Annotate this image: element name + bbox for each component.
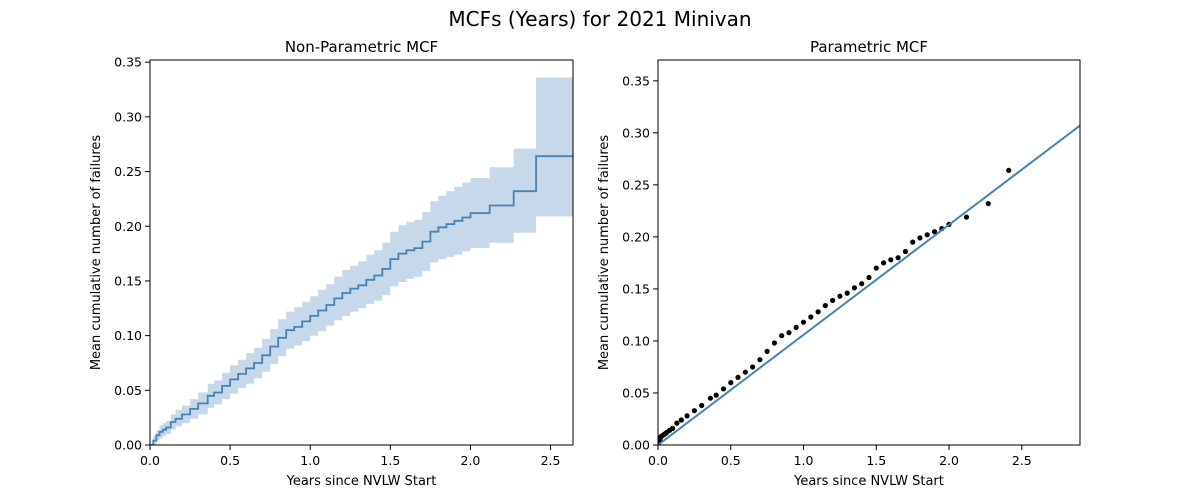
data-point — [720, 386, 727, 392]
x-axis-label: Years since NVLW Start — [793, 474, 944, 489]
data-point — [931, 229, 938, 235]
data-point — [859, 281, 865, 287]
data-point — [713, 392, 719, 398]
data-point — [764, 348, 770, 354]
data-point — [728, 380, 734, 386]
x-axis-label: Years since NVLW Start — [286, 474, 437, 489]
axes-title: Parametric MCF — [810, 38, 928, 56]
y-tick-label: 0.35 — [114, 55, 142, 70]
y-tick-label: 0.25 — [114, 164, 142, 179]
x-tick-label: 2.5 — [541, 453, 561, 468]
axes-parametric: 0.0 0.5 1.0 1.5 2.0 2.5 0.00 0.05 0.10 0.15 0.20 0.… — [597, 38, 1081, 489]
x-tick-label: 2.0 — [939, 453, 959, 468]
y-tick-label: 0.10 — [114, 328, 142, 343]
y-tick-label: 0.35 — [622, 73, 650, 88]
data-point — [793, 324, 799, 330]
x-tick-label: 0.0 — [648, 453, 668, 468]
data-point — [786, 330, 792, 336]
data-point — [750, 364, 756, 370]
data-point — [699, 402, 705, 409]
figure-title: MCFs (Years) for 2021 Minivan — [448, 7, 751, 31]
data-point — [757, 357, 763, 363]
data-point — [830, 297, 836, 303]
data-point — [678, 417, 684, 423]
y-tick-label: 0.20 — [114, 219, 142, 234]
x-tick-label: 1.5 — [380, 453, 400, 468]
y-axis-label: Mean cumulative number of failures — [89, 135, 104, 371]
axes-non-parametric: 0.0 0.5 1.0 1.5 2.0 2.5 0.00 0.05 0.10 0.15 0.20 0.… — [89, 38, 574, 489]
data-point — [707, 395, 714, 401]
y-tick-label: 0.30 — [622, 125, 650, 140]
plot-area — [150, 77, 573, 445]
x-tick-label: 0.0 — [140, 453, 160, 468]
y-tick-label: 0.00 — [114, 438, 142, 453]
data-point — [800, 319, 807, 325]
data-point — [902, 248, 909, 255]
axes-title: Non-Parametric MCF — [285, 38, 438, 56]
y-tick-label: 0.30 — [114, 109, 142, 124]
confidence-band — [150, 77, 573, 445]
data-point — [851, 285, 858, 291]
x-tick-label: 0.5 — [721, 453, 741, 468]
data-point — [808, 314, 814, 320]
data-point — [873, 265, 879, 271]
data-point — [985, 201, 991, 207]
data-point — [815, 309, 821, 315]
y-axis-label: Mean cumulative number of failures — [597, 135, 612, 371]
data-point — [888, 257, 894, 263]
data-point — [684, 413, 690, 419]
data-point — [674, 420, 680, 426]
y-tick-label: 0.00 — [622, 438, 650, 453]
data-point — [924, 232, 930, 238]
fit-line — [658, 124, 1080, 445]
x-tick-label: 0.5 — [220, 453, 240, 468]
data-point — [881, 260, 887, 266]
x-tick-label: 2.0 — [461, 453, 481, 468]
data-point — [742, 369, 748, 375]
x-tick-label: 1.0 — [794, 453, 814, 468]
data-point — [837, 293, 843, 299]
y-tick-label: 0.15 — [114, 273, 142, 288]
data-point — [670, 425, 676, 431]
y-tick-label: 0.05 — [622, 385, 650, 400]
data-point — [771, 340, 778, 346]
data-point — [963, 214, 970, 220]
data-point — [895, 255, 901, 261]
y-tick-label: 0.10 — [622, 333, 650, 348]
axes-frame — [149, 59, 574, 446]
data-point — [822, 303, 828, 309]
data-point — [866, 274, 872, 281]
data-point — [691, 408, 698, 414]
data-point — [910, 239, 916, 245]
mcf-step-line — [150, 155, 573, 445]
data-point — [735, 374, 741, 380]
y-tick-label: 0.25 — [622, 177, 650, 192]
x-tick-label: 1.0 — [300, 453, 320, 468]
axes-frame — [657, 59, 1081, 446]
data-point — [844, 290, 850, 296]
y-tick-label: 0.15 — [622, 281, 650, 296]
data-point — [1006, 167, 1012, 173]
data-point — [917, 235, 923, 241]
data-point — [779, 333, 785, 339]
y-tick-label: 0.20 — [622, 229, 650, 244]
x-tick-label: 1.5 — [866, 453, 886, 468]
plot-area — [658, 124, 1080, 445]
y-tick-label: 0.05 — [114, 383, 142, 398]
x-tick-label: 2.5 — [1012, 453, 1032, 468]
